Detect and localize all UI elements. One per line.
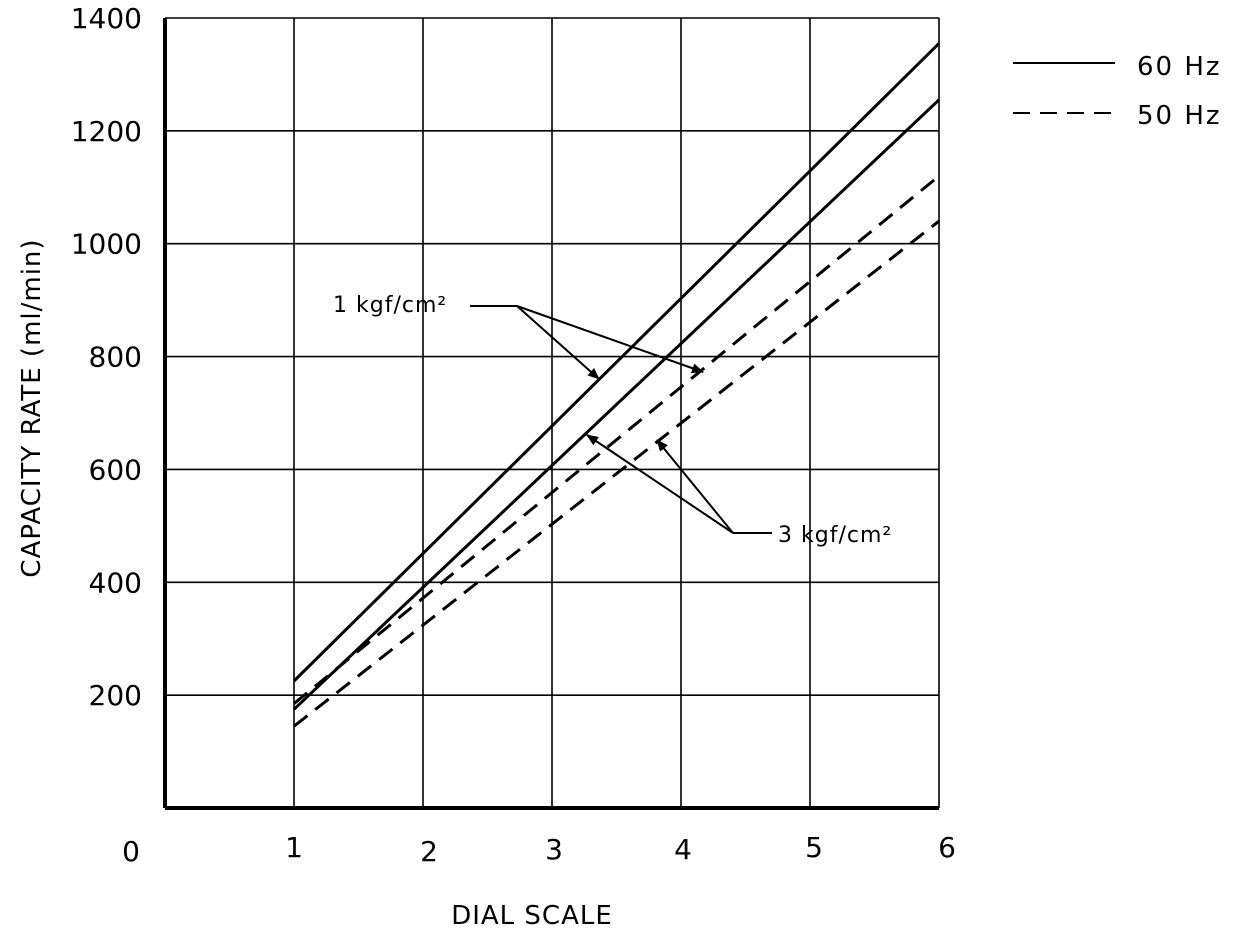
annotation-3kgf-label: 3 kgf/cm² [778,523,892,548]
series-line-3 [293,174,940,705]
annotation-3kgf-arrow-50hz [656,439,734,534]
x-tick-label-5: 5 [805,831,823,864]
x-tick-label-1: 1 [285,831,303,864]
y-tick-labels: 200 400 600 800 1000 1200 1400 [71,2,142,712]
y-tick-label-1000: 1000 [71,228,142,261]
y-tick-label-600: 600 [89,453,142,486]
series-line-2 [292,98,941,711]
annotation-3kgf: 3 kgf/cm² [586,434,892,548]
x-tick-label-6: 6 [938,831,956,864]
y-tick-label-800: 800 [89,341,142,374]
y-tick-label-200: 200 [89,679,142,712]
x-tick-label-2: 2 [420,835,438,868]
series-group [292,42,941,728]
x-tick-label-0: 0 [122,835,140,868]
series-line-1 [292,42,941,683]
x-axis-label: DIAL SCALE [451,901,613,929]
y-tick-label-1200: 1200 [71,115,142,148]
annotation-1kgf: 1 kgf/cm² [333,293,704,380]
axes [163,18,939,810]
annotation-1kgf-arrow-60hz [516,305,600,380]
legend-label-60hz: 60 Hz [1137,52,1222,82]
y-tick-label-1400: 1400 [71,2,142,35]
y-tick-label-400: 400 [89,566,142,599]
annotation-3kgf-arrow-60hz [586,434,734,534]
annotation-1kgf-label: 1 kgf/cm² [333,293,447,318]
x-tick-labels: 0 1 2 3 4 5 6 [122,831,956,868]
x-tick-label-4: 4 [674,833,692,866]
y-axis-label: CAPACITY RATE (ml/min) [17,238,47,577]
grid [165,17,940,808]
annotation-1kgf-arrow-50hz [516,305,704,374]
series-line-4 [293,219,940,728]
x-tick-label-3: 3 [545,833,563,866]
legend: 60 Hz 50 Hz [1013,52,1222,131]
legend-label-50hz: 50 Hz [1137,101,1222,131]
